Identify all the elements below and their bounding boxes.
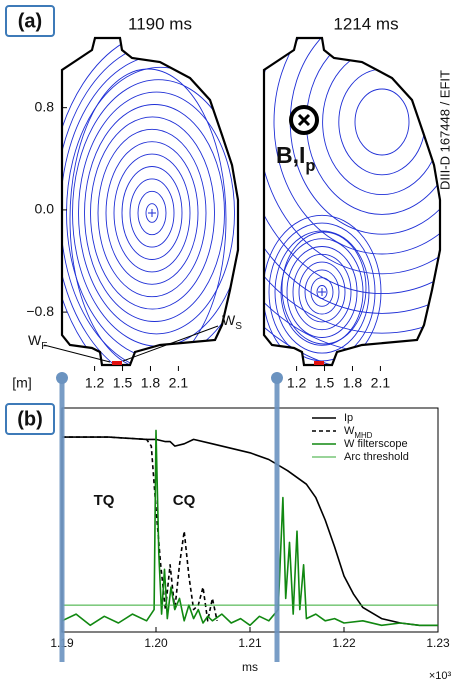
- flux-contour: [264, 38, 440, 295]
- chart-title: 1214 ms: [333, 14, 398, 33]
- x-axis-label: [m]: [12, 375, 31, 391]
- x-tick-label: 1.22: [332, 636, 356, 650]
- vessel-wall: [262, 36, 442, 367]
- flux-contour: [105, 141, 199, 285]
- panel-box: [5, 5, 55, 37]
- x-multiplier: ×10³: [429, 670, 452, 682]
- pointer: [122, 325, 219, 362]
- flux-contour: [84, 104, 225, 322]
- panel-label: (b): [17, 408, 43, 430]
- flux-contour: [310, 277, 334, 307]
- x-tick-label: 1.5: [113, 375, 133, 391]
- strike-point: [112, 361, 122, 365]
- annotation: WF: [28, 332, 47, 352]
- time-marker-dot: [271, 372, 283, 384]
- x-axis-label: ms: [242, 660, 258, 674]
- flux-contour: [62, 38, 238, 365]
- source-label: DIII-D 167448 / EFIT: [437, 70, 452, 190]
- flux-contour: [97, 128, 207, 298]
- vessel-wall: [60, 36, 240, 367]
- y-tick-label: −0.8: [26, 303, 54, 319]
- x-tick-label: 1.23: [426, 636, 450, 650]
- time-marker-dot: [56, 372, 68, 384]
- legend-label: Arc threshold: [344, 451, 409, 463]
- flux-contour: [292, 253, 352, 331]
- legend-label: WMHD: [344, 425, 373, 440]
- flux-contour: [354, 88, 410, 156]
- flux-contour: [304, 269, 340, 315]
- flux-contour: [62, 42, 238, 365]
- flux-contour: [286, 246, 358, 338]
- field-symbol: [297, 113, 311, 127]
- x-tick-label: 1.5: [315, 375, 335, 391]
- panel-label: (a): [18, 10, 42, 32]
- x-tick-label: 1.21: [238, 636, 262, 650]
- flux-contour: [137, 190, 167, 236]
- x-tick-label: 1.8: [343, 375, 363, 391]
- strike-point: [314, 361, 324, 365]
- flux-contour: [264, 38, 440, 275]
- flux-contour: [264, 38, 440, 334]
- flux-contour: [121, 166, 183, 260]
- y-tick-label: 0.8: [35, 98, 55, 114]
- flux-contour: [298, 261, 346, 323]
- annotation: TQ: [94, 492, 115, 509]
- flux-contour: [145, 203, 159, 223]
- flux-contour: [264, 214, 382, 365]
- separatrix: [281, 231, 367, 345]
- flux-contour: [129, 178, 175, 248]
- annotation: B,Ip: [276, 142, 316, 175]
- flux-contour: [268, 222, 376, 362]
- series-line: [61, 429, 438, 627]
- equilibria: 1.2 1.5 1.8 2.1 0.8 0.0 −0.8 WF WS 1.2 1.5 1.8 2.1 B,…: [26, 36, 442, 391]
- plus: [318, 288, 326, 296]
- flux-contour: [90, 116, 215, 310]
- flux-contour: [274, 230, 370, 354]
- legend-label: W filterscope: [344, 438, 408, 450]
- x-tick-label: 1.2: [85, 375, 105, 391]
- x-tick-label: 1.8: [141, 375, 161, 391]
- flux-contour: [264, 38, 440, 365]
- flux-contour: [322, 48, 440, 196]
- panel-box: [5, 403, 55, 435]
- x-tick-label: 1.2: [287, 375, 307, 391]
- pointer: [43, 344, 111, 363]
- flux-contour: [113, 153, 191, 273]
- flux-contour: [273, 38, 440, 255]
- plus: [148, 209, 156, 217]
- chart-title: 1190 ms: [128, 14, 192, 33]
- x-tick-label: 2.1: [371, 375, 391, 391]
- y-tick-label: 0.0: [35, 201, 55, 217]
- flux-contour: [305, 38, 440, 215]
- separatrix: [69, 68, 227, 365]
- flux-surfaces: [62, 38, 238, 365]
- annotation: CQ: [173, 492, 196, 509]
- x-tick-label: 2.1: [169, 375, 189, 391]
- annotation: WS: [222, 312, 242, 332]
- series-line: [62, 436, 438, 627]
- flux-contour: [78, 91, 235, 335]
- series-line: [62, 436, 218, 622]
- x-tick-label: 1.20: [144, 636, 168, 650]
- legend-label: Ip: [344, 412, 353, 424]
- flux-contour: [264, 38, 440, 314]
- flux-contour: [338, 68, 426, 176]
